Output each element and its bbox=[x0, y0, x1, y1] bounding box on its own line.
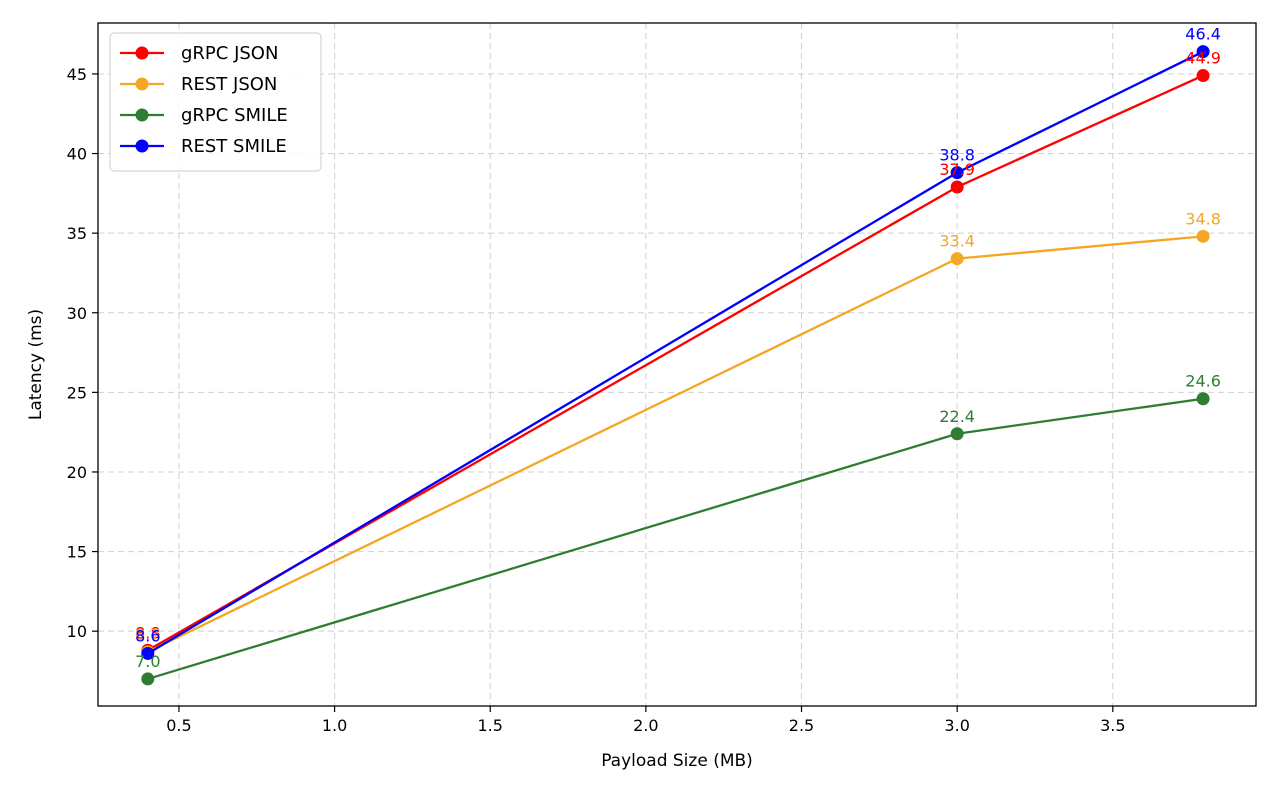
y-tick-label: 10 bbox=[67, 622, 87, 641]
series-line-grpc-smile bbox=[147, 397, 1204, 681]
data-label-grpc-json: 37.9 bbox=[939, 160, 975, 179]
y-tick-label: 25 bbox=[67, 383, 87, 402]
data-label-grpc-smile: 7.0 bbox=[135, 652, 160, 671]
legend-marker-grpc-smile bbox=[135, 108, 149, 122]
y-tick-label: 40 bbox=[67, 145, 87, 164]
y-tick-label: 45 bbox=[67, 65, 87, 84]
data-point-rest-json bbox=[950, 252, 964, 266]
x-tick-label: 2.0 bbox=[633, 716, 658, 735]
legend-entry-rest-json: REST JSON bbox=[181, 74, 277, 95]
y-tick-label: 35 bbox=[67, 224, 87, 243]
data-label-rest-json: 34.8 bbox=[1185, 209, 1221, 228]
y-tick-label: 30 bbox=[67, 304, 87, 323]
legend-marker-grpc-json bbox=[135, 46, 149, 60]
legend-box bbox=[109, 32, 322, 172]
data-point-grpc-json bbox=[950, 180, 964, 194]
plot-frame bbox=[97, 22, 1257, 707]
y-tick-label: 20 bbox=[67, 463, 87, 482]
data-labels: 8.8 37.9 44.9 8.7 33.4 34.8 7.0 22.4 24.6 8.6 38.8… bbox=[135, 25, 1221, 671]
x-tick-label: 1.5 bbox=[477, 716, 502, 735]
data-point-rest-smile bbox=[1196, 45, 1210, 59]
legend-marker-rest-smile bbox=[135, 139, 149, 153]
x-tick-label: 3.5 bbox=[1100, 716, 1125, 735]
legend-entry-grpc-json: gRPC JSON bbox=[181, 43, 278, 64]
series-layer bbox=[141, 45, 1210, 686]
y-tick-label: 15 bbox=[67, 543, 87, 562]
data-point-grpc-smile bbox=[1196, 392, 1210, 406]
legend: gRPC JSON REST JSON gRPC SMILE REST SMILE bbox=[109, 32, 322, 172]
data-label-rest-json: 33.4 bbox=[939, 232, 975, 251]
data-point-rest-json bbox=[1196, 229, 1210, 243]
data-point-rest-smile bbox=[141, 646, 155, 660]
data-point-rest-smile bbox=[950, 166, 964, 180]
data-point-grpc-json bbox=[1196, 69, 1210, 83]
data-point-grpc-smile bbox=[141, 672, 155, 686]
data-label-grpc-smile: 24.6 bbox=[1185, 372, 1221, 391]
legend-entry-grpc-smile: gRPC SMILE bbox=[181, 105, 288, 126]
y-axis-label: Latency (ms) bbox=[26, 309, 46, 420]
y-axis-ticks: 10 15 20 25 30 35 40 45 bbox=[67, 65, 98, 641]
x-tick-label: 3.0 bbox=[944, 716, 969, 735]
data-point-grpc-smile bbox=[950, 427, 964, 441]
x-tick-label: 2.5 bbox=[789, 716, 814, 735]
x-tick-label: 0.5 bbox=[166, 716, 191, 735]
data-label-rest-smile: 46.4 bbox=[1185, 25, 1221, 44]
x-tick-label: 1.0 bbox=[322, 716, 347, 735]
data-label-rest-json: 8.7 bbox=[135, 625, 160, 644]
legend-entry-rest-smile: REST SMILE bbox=[181, 136, 287, 157]
data-label-grpc-json: 44.9 bbox=[1185, 49, 1221, 68]
legend-marker-rest-json bbox=[135, 77, 149, 91]
series-line-rest-json bbox=[147, 235, 1204, 653]
data-label-grpc-json: 8.8 bbox=[135, 623, 160, 642]
data-label-rest-smile: 38.8 bbox=[939, 146, 975, 165]
data-label-rest-smile: 8.6 bbox=[135, 626, 160, 645]
x-axis-label: Payload Size (MB) bbox=[601, 751, 753, 771]
x-axis-ticks: 0.5 1.0 1.5 2.0 2.5 3.0 3.5 bbox=[166, 706, 1126, 735]
data-label-grpc-smile: 22.4 bbox=[939, 407, 975, 426]
